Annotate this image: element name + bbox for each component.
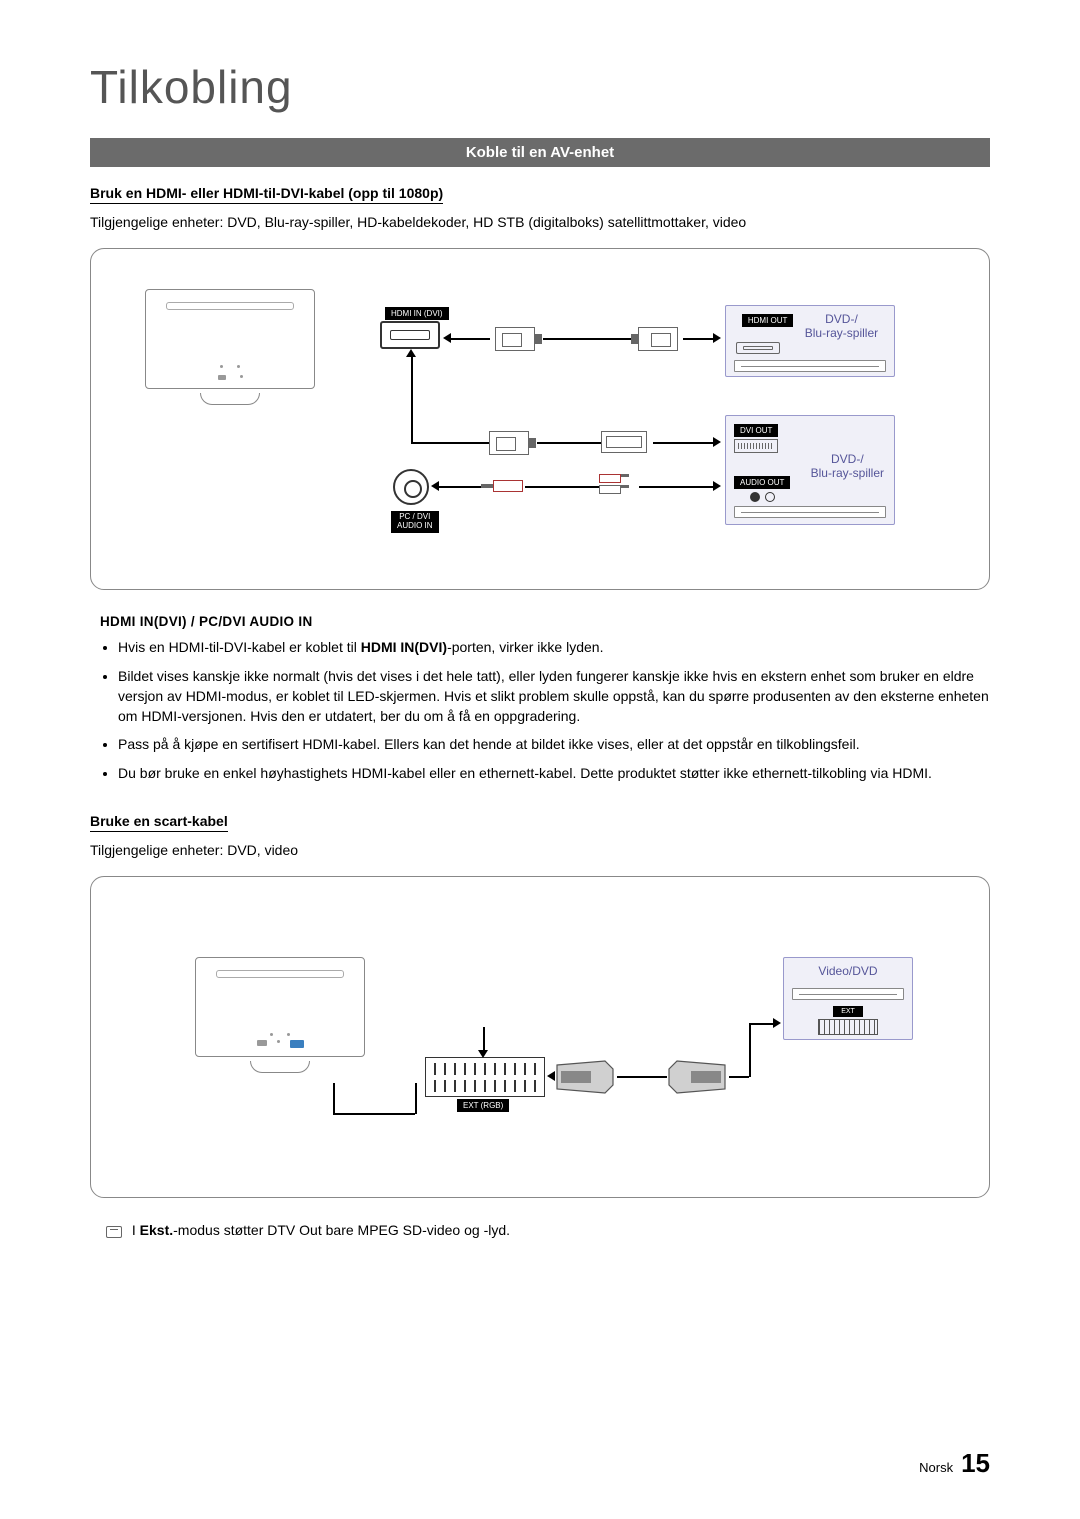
- arrow-line: [483, 1027, 485, 1053]
- device-label: Blu-ray-spiller: [805, 326, 878, 340]
- arrow-line: [653, 442, 713, 444]
- arrow-line: [639, 486, 713, 488]
- arrow-head-icon: [443, 333, 451, 343]
- audio-plug-icon: [481, 480, 523, 492]
- port-label-dvi-out: DVI OUT: [734, 424, 778, 437]
- diagram-hdmi-dvi: HDMI IN (DVI) HDMI OUT DVD-/ Blu-ray-spi…: [90, 248, 990, 590]
- note-item: Bildet vises kanskje ikke normalt (hvis …: [118, 666, 990, 727]
- cable-line: [617, 1076, 667, 1078]
- audio-rca-plug-icon: [599, 474, 629, 494]
- scart-port-icon: [425, 1057, 545, 1097]
- dvi-plug-icon: [601, 431, 647, 453]
- arrow-head-icon: [713, 333, 721, 343]
- arrow-line: [333, 1083, 335, 1113]
- arrow-head-icon: [431, 481, 439, 491]
- arrow-line: [729, 1076, 749, 1078]
- arrow-line: [411, 442, 489, 444]
- note-item: Hvis en HDMI-til-DVI-kabel er koblet til…: [118, 637, 990, 657]
- tv-monitor-icon: [145, 289, 315, 409]
- arrow-line: [333, 1113, 415, 1115]
- arrow-line: [411, 355, 413, 443]
- hdmi-plug-icon: [638, 327, 678, 351]
- scart-plug-icon: [555, 1059, 615, 1095]
- sub1-text: Tilgjengelige enheter: DVD, Blu-ray-spil…: [90, 212, 990, 232]
- device-box-bluray-dvi: DVI OUT DVD-/ Blu-ray-spiller AUDIO OUT: [725, 415, 895, 525]
- arrow-head-icon: [547, 1071, 555, 1081]
- hdmi-plug-icon: [489, 431, 529, 455]
- footer-lang: Norsk: [919, 1460, 953, 1475]
- arrow-line: [749, 1023, 751, 1077]
- chapter-title: Tilkobling: [90, 60, 990, 114]
- arrow-line: [415, 1083, 417, 1114]
- tv-monitor-icon: [195, 957, 365, 1077]
- notes-heading: HDMI IN(DVI) / PC/DVI AUDIO IN: [100, 614, 990, 629]
- note-item: Du bør bruke en enkel høyhastighets HDMI…: [118, 763, 990, 783]
- arrow-head-icon: [773, 1018, 781, 1028]
- port-label-audio-out: AUDIO OUT: [734, 476, 790, 489]
- arrow-line: [437, 486, 481, 488]
- note-item: Pass på å kjøpe en sertifisert HDMI-kabe…: [118, 734, 990, 754]
- note-icon: [106, 1226, 122, 1238]
- hdmi-plug-icon: [495, 327, 535, 351]
- arrow-head-icon: [406, 349, 416, 357]
- diagram-scart: EXT (RGB) Video/DVD: [90, 876, 990, 1198]
- scart-socket-icon: [818, 1019, 878, 1035]
- port-label-ext: EXT: [833, 1006, 863, 1017]
- cable-line: [525, 486, 599, 488]
- audio-in-port-icon: [393, 469, 429, 505]
- port-label-hdmi-in: HDMI IN (DVI): [385, 307, 449, 320]
- port-label-hdmi-out: HDMI OUT: [742, 314, 794, 327]
- device-label: DVD-/: [831, 452, 864, 466]
- arrow-head-icon: [713, 437, 721, 447]
- section-banner: Koble til en AV-enhet: [90, 138, 990, 167]
- cable-line: [543, 338, 638, 340]
- sub2-heading: Bruke en scart-kabel: [90, 813, 228, 832]
- device-box-video-dvd: Video/DVD EXT: [783, 957, 913, 1040]
- cable-line: [537, 442, 601, 444]
- notes-list: Hvis en HDMI-til-DVI-kabel er koblet til…: [90, 637, 990, 783]
- arrow-head-icon: [713, 481, 721, 491]
- arrow-line: [450, 338, 490, 340]
- final-note: I Ekst.-modus støtter DTV Out bare MPEG …: [106, 1222, 990, 1238]
- footer-page-number: 15: [961, 1448, 990, 1479]
- device-label: Blu-ray-spiller: [811, 466, 884, 480]
- device-box-bluray-hdmi: HDMI OUT DVD-/ Blu-ray-spiller: [725, 305, 895, 377]
- device-label: Video/DVD: [792, 964, 904, 978]
- sub2-text: Tilgjengelige enheter: DVD, video: [90, 840, 990, 860]
- page-footer: Norsk 15: [919, 1448, 990, 1479]
- hdmi-in-port-icon: [380, 321, 440, 349]
- arrow-line: [749, 1023, 773, 1025]
- device-label: DVD-/: [825, 312, 858, 326]
- port-label-ext-rgb: EXT (RGB): [457, 1099, 509, 1112]
- port-label-pcdvi-audio: PC / DVI AUDIO IN: [391, 511, 439, 533]
- sub1-heading: Bruk en HDMI- eller HDMI-til-DVI-kabel (…: [90, 185, 443, 204]
- scart-plug-icon: [667, 1059, 727, 1095]
- arrow-line: [683, 338, 713, 340]
